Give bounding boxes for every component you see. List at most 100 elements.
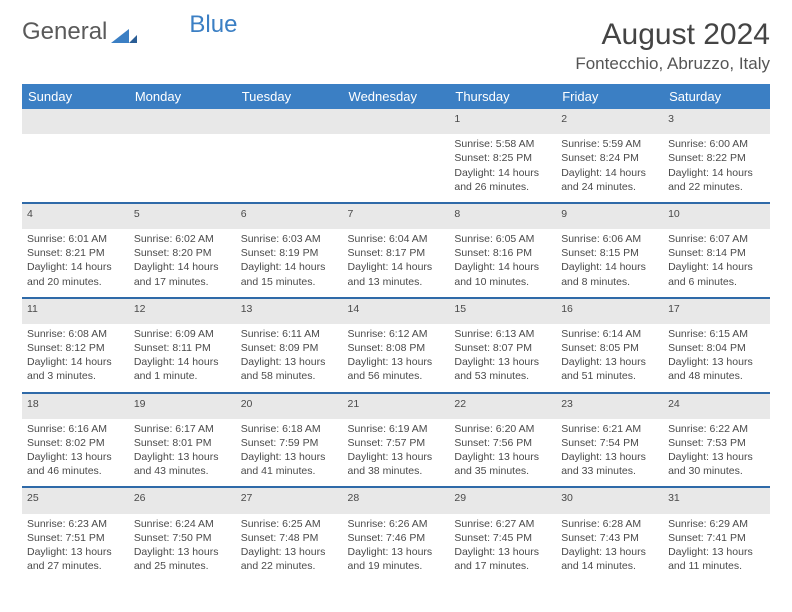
weekday-header: Saturday bbox=[663, 84, 770, 109]
day-info-line: Sunset: 7:48 PM bbox=[241, 531, 338, 545]
day-info-line: Sunset: 8:09 PM bbox=[241, 341, 338, 355]
day-info-line: Daylight: 13 hours and 19 minutes. bbox=[348, 545, 445, 573]
day-info-line: Sunrise: 6:26 AM bbox=[348, 517, 445, 531]
day-cell: Sunrise: 6:04 AMSunset: 8:17 PMDaylight:… bbox=[343, 229, 450, 298]
day-info-line: Daylight: 13 hours and 22 minutes. bbox=[241, 545, 338, 573]
daynum-row: 11121314151617 bbox=[22, 298, 770, 324]
day-info-line: Sunrise: 6:11 AM bbox=[241, 327, 338, 341]
day-cell: Sunrise: 6:15 AMSunset: 8:04 PMDaylight:… bbox=[663, 324, 770, 393]
day-number: 27 bbox=[236, 487, 343, 513]
day-info-line: Sunset: 8:21 PM bbox=[27, 246, 124, 260]
day-info-line: Daylight: 14 hours and 15 minutes. bbox=[241, 260, 338, 288]
weekday-header: Monday bbox=[129, 84, 236, 109]
day-number: 10 bbox=[663, 203, 770, 229]
weekday-header: Wednesday bbox=[343, 84, 450, 109]
day-info-line: Daylight: 14 hours and 8 minutes. bbox=[561, 260, 658, 288]
day-number: 7 bbox=[343, 203, 450, 229]
logo: General Blue bbox=[22, 18, 237, 46]
day-info-line: Sunrise: 6:27 AM bbox=[454, 517, 551, 531]
day-cell: Sunrise: 6:19 AMSunset: 7:57 PMDaylight:… bbox=[343, 419, 450, 488]
day-cell: Sunrise: 6:20 AMSunset: 7:56 PMDaylight:… bbox=[449, 419, 556, 488]
day-cell bbox=[236, 134, 343, 203]
day-number: 8 bbox=[449, 203, 556, 229]
day-number bbox=[343, 109, 450, 134]
daynum-row: 18192021222324 bbox=[22, 393, 770, 419]
day-info-line: Sunrise: 6:18 AM bbox=[241, 422, 338, 436]
day-info-line: Daylight: 14 hours and 22 minutes. bbox=[668, 166, 765, 194]
day-number: 5 bbox=[129, 203, 236, 229]
day-number: 12 bbox=[129, 298, 236, 324]
day-cell: Sunrise: 6:13 AMSunset: 8:07 PMDaylight:… bbox=[449, 324, 556, 393]
weekday-header: Friday bbox=[556, 84, 663, 109]
day-cell: Sunrise: 6:29 AMSunset: 7:41 PMDaylight:… bbox=[663, 514, 770, 582]
day-number: 1 bbox=[449, 109, 556, 134]
day-info-line: Sunset: 8:12 PM bbox=[27, 341, 124, 355]
day-cell: Sunrise: 5:59 AMSunset: 8:24 PMDaylight:… bbox=[556, 134, 663, 203]
day-info-line: Sunrise: 6:16 AM bbox=[27, 422, 124, 436]
day-info-line: Daylight: 13 hours and 35 minutes. bbox=[454, 450, 551, 478]
day-info-line: Sunrise: 6:02 AM bbox=[134, 232, 231, 246]
day-info-line: Sunrise: 6:09 AM bbox=[134, 327, 231, 341]
day-info-line: Sunset: 8:19 PM bbox=[241, 246, 338, 260]
day-info-line: Sunrise: 6:07 AM bbox=[668, 232, 765, 246]
day-info-line: Sunrise: 6:15 AM bbox=[668, 327, 765, 341]
day-info-line: Sunrise: 6:29 AM bbox=[668, 517, 765, 531]
day-number: 17 bbox=[663, 298, 770, 324]
day-info-line: Daylight: 14 hours and 1 minute. bbox=[134, 355, 231, 383]
day-info-line: Sunset: 8:05 PM bbox=[561, 341, 658, 355]
day-cell bbox=[343, 134, 450, 203]
day-number bbox=[22, 109, 129, 134]
day-info-line: Sunrise: 6:21 AM bbox=[561, 422, 658, 436]
day-number: 6 bbox=[236, 203, 343, 229]
day-cell: Sunrise: 6:24 AMSunset: 7:50 PMDaylight:… bbox=[129, 514, 236, 582]
day-number bbox=[129, 109, 236, 134]
day-cell: Sunrise: 6:11 AMSunset: 8:09 PMDaylight:… bbox=[236, 324, 343, 393]
day-cell: Sunrise: 6:08 AMSunset: 8:12 PMDaylight:… bbox=[22, 324, 129, 393]
daynum-row: 123 bbox=[22, 109, 770, 134]
day-info-line: Sunrise: 6:23 AM bbox=[27, 517, 124, 531]
day-content-row: Sunrise: 6:08 AMSunset: 8:12 PMDaylight:… bbox=[22, 324, 770, 393]
day-info-line: Sunset: 8:07 PM bbox=[454, 341, 551, 355]
day-number: 11 bbox=[22, 298, 129, 324]
weekday-header: Thursday bbox=[449, 84, 556, 109]
day-number: 30 bbox=[556, 487, 663, 513]
day-info-line: Daylight: 14 hours and 17 minutes. bbox=[134, 260, 231, 288]
day-info-line: Sunset: 8:02 PM bbox=[27, 436, 124, 450]
day-info-line: Sunset: 7:46 PM bbox=[348, 531, 445, 545]
day-info-line: Sunrise: 6:13 AM bbox=[454, 327, 551, 341]
day-info-line: Sunset: 7:43 PM bbox=[561, 531, 658, 545]
day-number: 26 bbox=[129, 487, 236, 513]
day-number: 19 bbox=[129, 393, 236, 419]
day-info-line: Sunset: 8:22 PM bbox=[668, 151, 765, 165]
day-info-line: Sunset: 8:11 PM bbox=[134, 341, 231, 355]
day-cell: Sunrise: 6:01 AMSunset: 8:21 PMDaylight:… bbox=[22, 229, 129, 298]
day-info-line: Sunset: 7:57 PM bbox=[348, 436, 445, 450]
daynum-row: 45678910 bbox=[22, 203, 770, 229]
day-info-line: Daylight: 14 hours and 10 minutes. bbox=[454, 260, 551, 288]
day-cell: Sunrise: 6:00 AMSunset: 8:22 PMDaylight:… bbox=[663, 134, 770, 203]
day-info-line: Sunrise: 6:20 AM bbox=[454, 422, 551, 436]
day-cell: Sunrise: 6:25 AMSunset: 7:48 PMDaylight:… bbox=[236, 514, 343, 582]
day-info-line: Sunrise: 6:22 AM bbox=[668, 422, 765, 436]
day-info-line: Daylight: 14 hours and 13 minutes. bbox=[348, 260, 445, 288]
day-info-line: Daylight: 14 hours and 3 minutes. bbox=[27, 355, 124, 383]
location-text: Fontecchio, Abruzzo, Italy bbox=[575, 54, 770, 74]
day-info-line: Daylight: 14 hours and 24 minutes. bbox=[561, 166, 658, 194]
day-info-line: Daylight: 13 hours and 56 minutes. bbox=[348, 355, 445, 383]
day-cell: Sunrise: 6:12 AMSunset: 8:08 PMDaylight:… bbox=[343, 324, 450, 393]
day-info-line: Sunrise: 5:58 AM bbox=[454, 137, 551, 151]
day-number: 16 bbox=[556, 298, 663, 324]
day-content-row: Sunrise: 6:16 AMSunset: 8:02 PM Daylight:… bbox=[22, 419, 770, 488]
day-number: 4 bbox=[22, 203, 129, 229]
day-info-line: Sunset: 8:17 PM bbox=[348, 246, 445, 260]
day-info-line: Sunset: 7:41 PM bbox=[668, 531, 765, 545]
day-number: 28 bbox=[343, 487, 450, 513]
weekday-header: Tuesday bbox=[236, 84, 343, 109]
logo-text-right: Blue bbox=[189, 11, 237, 39]
day-info-line: Sunrise: 6:00 AM bbox=[668, 137, 765, 151]
day-number bbox=[236, 109, 343, 134]
day-number: 25 bbox=[22, 487, 129, 513]
day-info-line: Sunrise: 6:12 AM bbox=[348, 327, 445, 341]
day-info-line: Sunset: 8:16 PM bbox=[454, 246, 551, 260]
day-info-line: Daylight: 13 hours and 14 minutes. bbox=[561, 545, 658, 573]
